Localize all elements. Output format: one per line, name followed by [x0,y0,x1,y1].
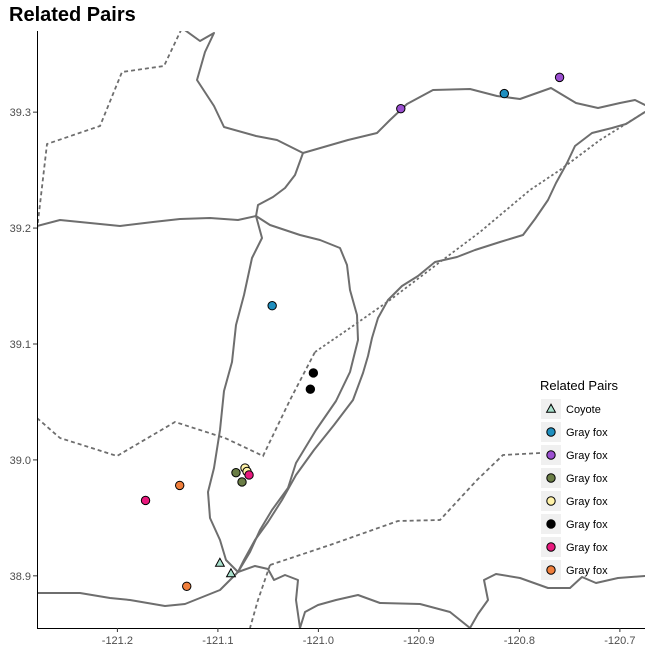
legend-key-marker [546,565,556,575]
y-axis-ticks: 38.9 39.0 39.1 39.2 39.3 [10,107,37,583]
legend-key-marker [546,450,556,460]
river-west-upper [37,215,257,227]
boundary-west [37,351,316,458]
data-point [175,480,185,491]
boundary-diagonal [314,111,645,353]
data-point [140,495,151,506]
data-point [267,301,277,311]
x-tick-label: -121.0 [303,635,334,647]
data-points [140,72,565,591]
data-point [225,567,237,578]
x-tick-label: -121.2 [102,635,133,647]
data-point [305,384,316,394]
y-tick-label: 39.0 [10,455,31,467]
legend-label: Gray fox [566,496,608,508]
legend-key-marker [546,427,556,437]
x-tick-label: -120.8 [504,635,535,647]
river-south [469,573,645,628]
data-point [554,72,565,83]
y-tick-label: 39.1 [10,339,31,351]
boundary-south [249,564,271,628]
legend-label: Gray fox [566,565,608,577]
page-title: Related Pairs [9,4,136,26]
data-point [499,88,510,99]
river-northeast [237,111,645,573]
legend-key-marker [546,519,556,529]
legend-label: Coyote [566,404,601,416]
legend-key-marker [545,403,557,413]
legend-label: Gray fox [566,542,608,554]
data-point [396,103,406,114]
boundary-northwest [37,31,182,231]
legend-label: Gray fox [566,473,608,485]
x-tick-label: -120.7 [604,635,635,647]
river-east-bank [37,215,359,607]
basemap [37,31,645,628]
data-point [308,368,319,378]
y-tick-label: 38.9 [10,571,31,583]
river-southeast [237,565,301,628]
river-central [207,152,304,573]
legend-label: Gray fox [566,519,608,531]
x-axis-ticks: -121.2 -121.1 -121.0 -120.9 -120.8 -120.7 [102,628,635,647]
legend-label: Gray fox [566,427,608,439]
x-tick-label: -121.1 [202,635,233,647]
legend-key-marker [546,542,556,552]
y-tick-label: 39.3 [10,107,31,119]
legend-key-marker [546,473,556,483]
boundary-southeast [269,452,541,566]
legend-label: Gray fox [566,450,608,462]
data-point [214,557,226,567]
legend: Related Pairs Coyote Gray fox Gray fox Gray… [540,378,619,580]
river-south-west [299,594,471,628]
y-tick-label: 39.2 [10,223,31,235]
legend-key-marker [546,496,556,506]
river-north [184,31,645,154]
x-tick-label: -120.9 [403,635,434,647]
data-point [182,581,192,591]
data-point [244,470,254,480]
data-point [237,477,247,487]
legend-title: Related Pairs [540,378,619,393]
data-point [231,467,241,478]
